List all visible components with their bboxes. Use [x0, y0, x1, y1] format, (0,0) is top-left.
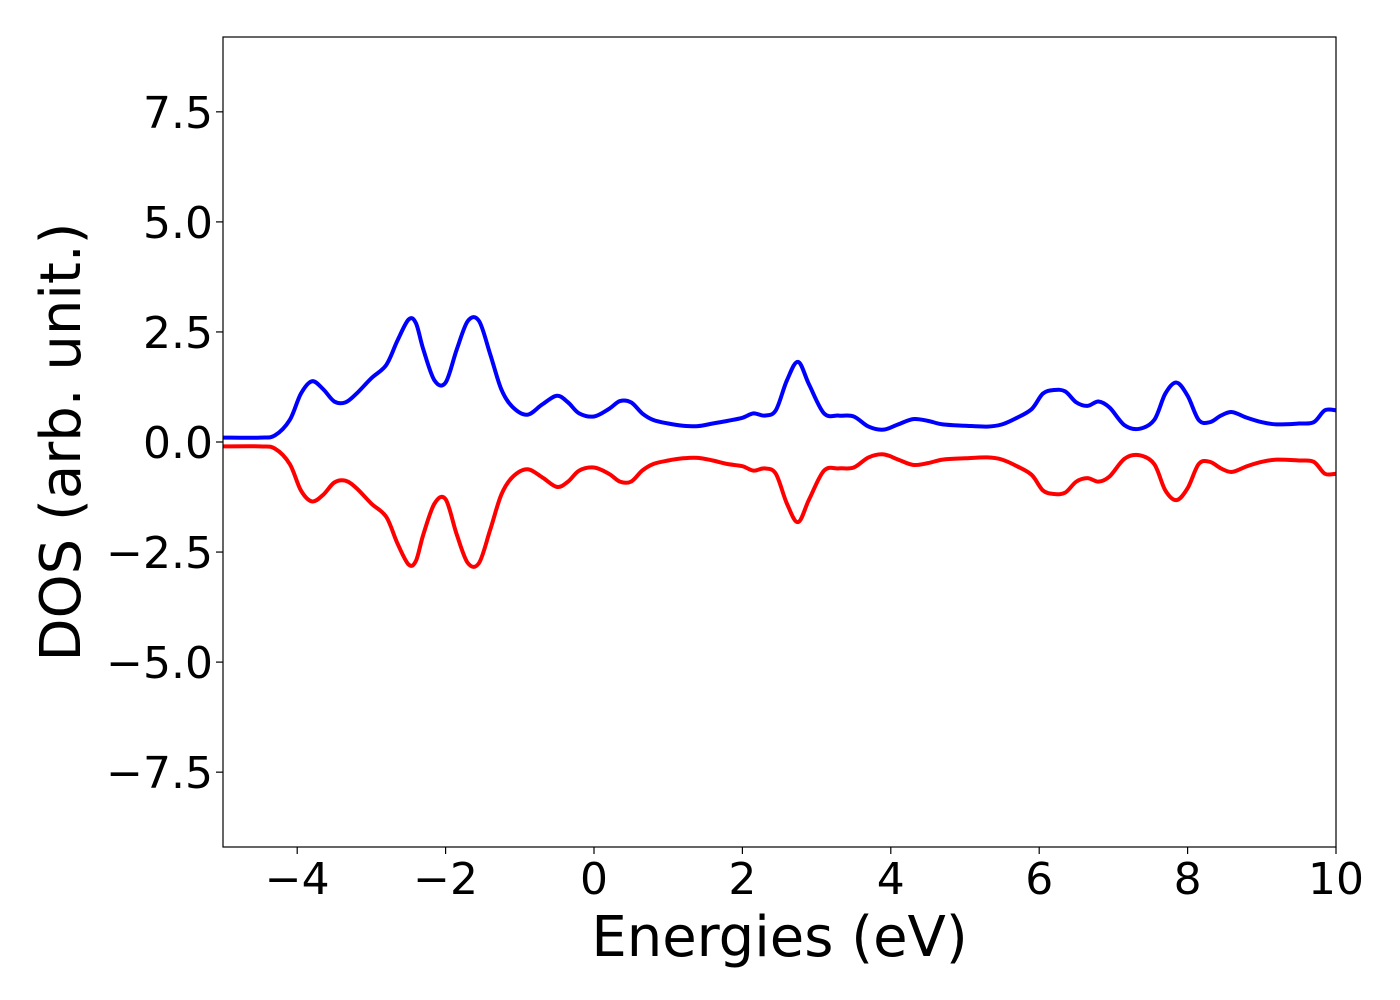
x-tick-label: 6	[1025, 854, 1053, 905]
x-tick-label: 10	[1308, 854, 1364, 905]
series-layer	[222, 315, 1337, 569]
x-tick-label: 4	[877, 854, 905, 905]
x-axis-ticks: −4 −2 0 2 4 6 8 10	[265, 847, 1364, 905]
series-line-spin-up	[222, 315, 1337, 440]
x-tick-label: 2	[728, 854, 756, 905]
series-line-spin-down	[222, 444, 1337, 569]
x-axis-label: Energies (eV)	[591, 905, 967, 970]
x-tick-label: 8	[1174, 854, 1202, 905]
y-axis-ticks: 7.5 5.0 2.5 0.0 −2.5 −5.0 −7.5	[106, 88, 223, 799]
y-tick-label: 2.5	[143, 308, 213, 359]
x-tick-label: 0	[580, 854, 608, 905]
y-axis-label: DOS (arb. unit.)	[29, 222, 94, 661]
y-tick-label: −5.0	[106, 638, 213, 689]
y-tick-label: 5.0	[143, 198, 213, 249]
y-tick-label: 7.5	[143, 88, 213, 139]
x-tick-label: −4	[265, 854, 330, 905]
y-tick-label: 0.0	[143, 418, 213, 469]
x-tick-label: −2	[413, 854, 478, 905]
y-tick-label: −7.5	[106, 748, 213, 799]
y-tick-label: −2.5	[106, 528, 213, 579]
